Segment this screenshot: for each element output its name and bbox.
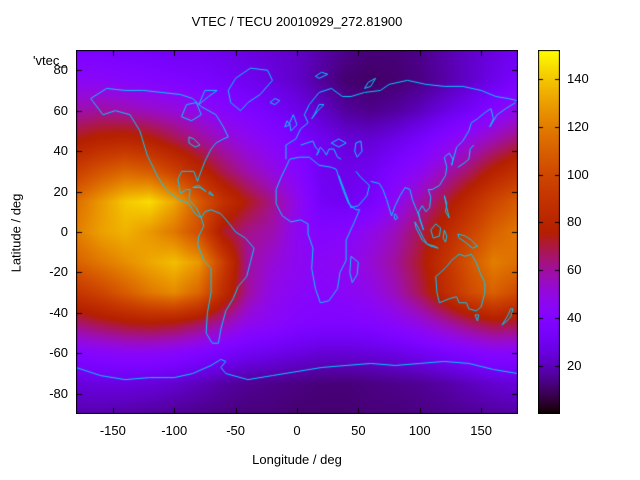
colorbar-tick-label: 120 [567, 118, 589, 134]
x-tick-label: 150 [470, 423, 492, 438]
x-axis-label: Longitude / deg [252, 452, 342, 467]
colorbar-tick-label: 60 [567, 262, 582, 278]
x-tick-label: -150 [99, 423, 126, 438]
x-tick-label: 50 [351, 423, 366, 438]
y-tick-label: -20 [49, 264, 68, 280]
x-tick-label: 100 [408, 423, 431, 438]
y-tick-label: 20 [53, 183, 68, 199]
y-tick-label: -80 [49, 385, 68, 401]
colorbar-tick-label: 40 [567, 310, 582, 326]
x-tick-label: -100 [161, 423, 188, 438]
key-label: 'vtec_ [33, 53, 67, 68]
colorbar-tick-label: 100 [567, 166, 589, 182]
colorbar-tick-label: 140 [567, 70, 589, 86]
y-tick-label: -60 [49, 345, 68, 361]
colorbar-tick-label: 20 [567, 358, 582, 374]
y-tick-label: 80 [53, 62, 68, 78]
x-tick-label: -50 [226, 423, 245, 438]
x-tick-label: 0 [293, 423, 301, 438]
y-tick-label: 60 [53, 102, 68, 118]
y-tick-label: 0 [60, 224, 68, 239]
chart-title: VTEC / TECU 20010929_272.81900 [191, 14, 403, 29]
y-tick-label: 40 [53, 143, 68, 159]
heatmap-canvas [76, 50, 518, 414]
y-tick-label: -40 [49, 304, 68, 320]
colorbar-tick-label: 80 [567, 214, 582, 230]
colorbar-canvas [538, 50, 560, 414]
y-axis-label: Latitude / deg [8, 193, 24, 273]
